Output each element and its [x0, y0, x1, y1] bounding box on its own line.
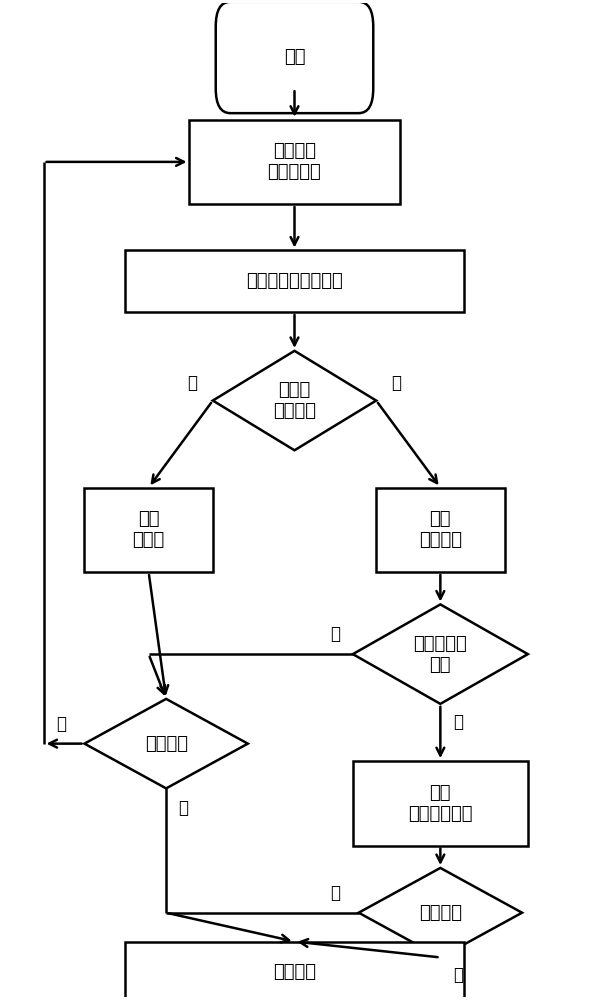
- FancyBboxPatch shape: [125, 942, 464, 1000]
- Text: 是: 是: [178, 799, 188, 817]
- Text: 启用
辅助判据: 启用 辅助判据: [419, 510, 462, 549]
- Text: 启用
压差越限判定: 启用 压差越限判定: [408, 784, 472, 823]
- Text: 是: 是: [453, 713, 463, 731]
- Text: 开始: 开始: [284, 48, 305, 66]
- Text: 电压突变量
启动: 电压突变量 启动: [413, 635, 467, 674]
- FancyBboxPatch shape: [190, 120, 399, 204]
- FancyBboxPatch shape: [216, 2, 373, 113]
- Polygon shape: [353, 604, 528, 704]
- Text: 是: 是: [392, 374, 402, 392]
- Text: 否: 否: [330, 625, 340, 643]
- Text: 海岛电网
电气量采样: 海岛电网 电气量采样: [267, 142, 322, 181]
- FancyBboxPatch shape: [84, 488, 213, 572]
- Text: 否: 否: [56, 715, 66, 733]
- FancyBboxPatch shape: [353, 761, 528, 846]
- Text: 否: 否: [330, 884, 340, 902]
- Polygon shape: [84, 699, 248, 788]
- Polygon shape: [359, 868, 522, 957]
- Text: 启用
主判据: 启用 主判据: [133, 510, 165, 549]
- Text: 是: 是: [453, 966, 463, 984]
- Text: 是否孤岛: 是否孤岛: [419, 904, 462, 922]
- Polygon shape: [213, 351, 376, 450]
- FancyBboxPatch shape: [376, 488, 505, 572]
- Text: 断路器
开入异常: 断路器 开入异常: [273, 381, 316, 420]
- Text: 接收大陆电网电气量: 接收大陆电网电气量: [246, 272, 343, 290]
- FancyBboxPatch shape: [125, 250, 464, 312]
- Text: 否: 否: [187, 374, 197, 392]
- Text: 孤岛状态: 孤岛状态: [273, 963, 316, 981]
- Text: 是否孤岛: 是否孤岛: [145, 735, 188, 753]
